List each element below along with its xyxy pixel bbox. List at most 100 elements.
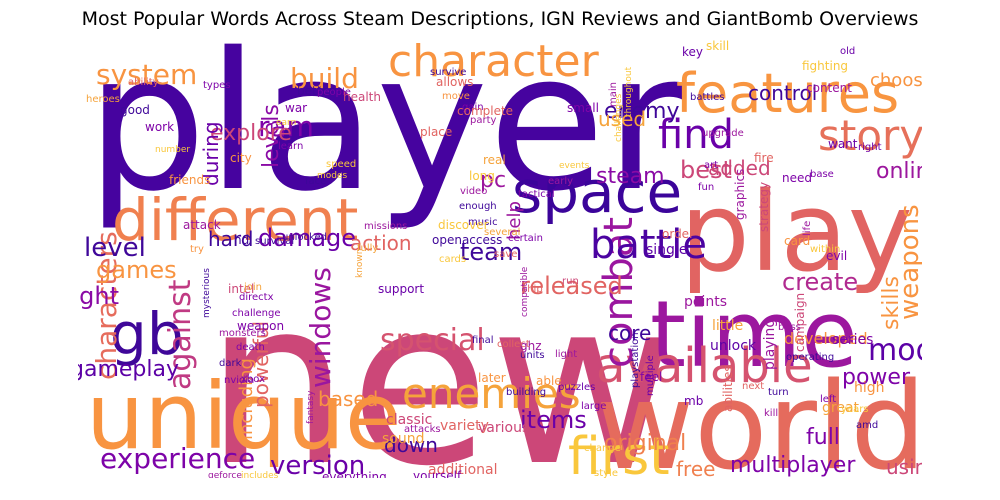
- word-attacks: attacks: [404, 424, 441, 435]
- word-small: small: [567, 101, 599, 115]
- word-want: want: [828, 137, 858, 151]
- word-fully: fully: [357, 243, 378, 254]
- word-enough: enough: [459, 201, 497, 212]
- word-powerful: powerful: [249, 321, 273, 408]
- word-final: final: [472, 335, 494, 346]
- word-missions: missions: [364, 221, 407, 232]
- word-need: need: [782, 171, 812, 185]
- word-card: card: [784, 234, 810, 248]
- word-real: real: [483, 153, 506, 167]
- word-find: find: [658, 112, 734, 158]
- word-enemies: enemies: [402, 369, 581, 418]
- word-skills: skills: [879, 276, 904, 330]
- word-variety: variety: [440, 418, 489, 434]
- word-friends: friends: [169, 173, 210, 187]
- word-including: including: [236, 358, 257, 440]
- word-modes: modes: [317, 171, 348, 181]
- word-content: content: [806, 81, 852, 95]
- word-power: power: [842, 365, 911, 390]
- word-feel: feel: [640, 370, 662, 384]
- word-cards: cards: [439, 254, 466, 265]
- word-key: key: [682, 45, 703, 59]
- word-weapons: weapons: [895, 204, 922, 320]
- word-everything: everything: [322, 470, 387, 478]
- word-collect: collect: [497, 339, 530, 350]
- word-better: better: [297, 84, 334, 98]
- word-ability: ability: [128, 77, 159, 88]
- word-against: against: [163, 279, 198, 390]
- word-features: features: [676, 62, 899, 125]
- word-new: new: [205, 250, 676, 478]
- word-gameplay: gameplay: [78, 357, 179, 382]
- word-various: various: [478, 420, 529, 436]
- word-upgrade: upgrade: [702, 128, 744, 139]
- word-additional: additional: [428, 462, 498, 478]
- word-kill: kill: [764, 408, 778, 419]
- word-war: war: [285, 101, 307, 115]
- word-boss: boss: [778, 322, 801, 333]
- word-create: create: [782, 268, 858, 296]
- word-certain: certain: [508, 233, 543, 244]
- word-speed: speed: [326, 159, 356, 170]
- word-gb: gb: [110, 300, 184, 368]
- word-weapon: weapon: [237, 319, 284, 333]
- word-fighting: fighting: [802, 59, 848, 73]
- word-next: next: [742, 381, 764, 392]
- word-damage: damage: [258, 224, 356, 252]
- word-geforce: geforce: [208, 471, 242, 478]
- word-best: best: [680, 156, 732, 184]
- word-core: core: [608, 321, 651, 345]
- word-playing: playing: [762, 319, 778, 370]
- word-earn: earn: [276, 118, 296, 128]
- word-survive: survive: [430, 67, 466, 78]
- word-move: move: [442, 91, 470, 102]
- word-original: original: [604, 431, 686, 456]
- word-strategy: strategy: [757, 182, 771, 232]
- word-action: action: [350, 231, 412, 255]
- word-try: try: [190, 244, 204, 255]
- word-items: items: [520, 406, 587, 434]
- word-types: types: [203, 80, 231, 91]
- word-combat: combat: [596, 217, 642, 368]
- word-puzzles: puzzles: [558, 382, 595, 393]
- word-multiplayer: multiplayer: [730, 453, 856, 478]
- word-special: special: [380, 323, 485, 358]
- word-compatible: compatible: [520, 266, 530, 317]
- word-campaign: campaign: [793, 293, 807, 352]
- word-mb: mb: [684, 394, 703, 408]
- word-skill: skill: [706, 39, 729, 53]
- word-able: able: [536, 374, 562, 388]
- word-known: known: [355, 249, 365, 279]
- word-early: early: [548, 176, 573, 187]
- word-right: right: [858, 142, 882, 153]
- word-turn: turn: [768, 387, 789, 398]
- word-high: high: [854, 380, 885, 396]
- word-survival: survival: [255, 236, 294, 247]
- word-classic: classic: [386, 412, 432, 428]
- word-within: within: [810, 244, 840, 255]
- word-levels: levels: [259, 104, 284, 168]
- word-city: city: [230, 151, 252, 165]
- word-added: added: [708, 156, 771, 180]
- word-sound: sound: [382, 431, 425, 447]
- word-challenge: challenge: [232, 308, 281, 319]
- word-fight: fight: [78, 282, 119, 310]
- word-world: world: [596, 358, 922, 478]
- word-style: style: [594, 468, 618, 478]
- word-first: first: [568, 427, 670, 478]
- word-events: events: [559, 161, 590, 171]
- word-space: space: [512, 158, 682, 226]
- word-amd: amd: [856, 420, 878, 431]
- word-people: people: [317, 87, 351, 98]
- word-nvidia: nvidia: [224, 375, 254, 386]
- word-hard: hard: [208, 227, 254, 251]
- word-developed: developed: [784, 329, 868, 348]
- word-tactical: tactical: [518, 189, 555, 200]
- word-play: play: [680, 168, 913, 296]
- word-challenges: challenges: [614, 93, 624, 142]
- word-video: video: [460, 186, 487, 197]
- word-includes: includes: [241, 471, 279, 478]
- word-music: music: [468, 217, 498, 228]
- word-monsters: monsters: [219, 328, 266, 339]
- word-xbox: xbox: [241, 374, 265, 385]
